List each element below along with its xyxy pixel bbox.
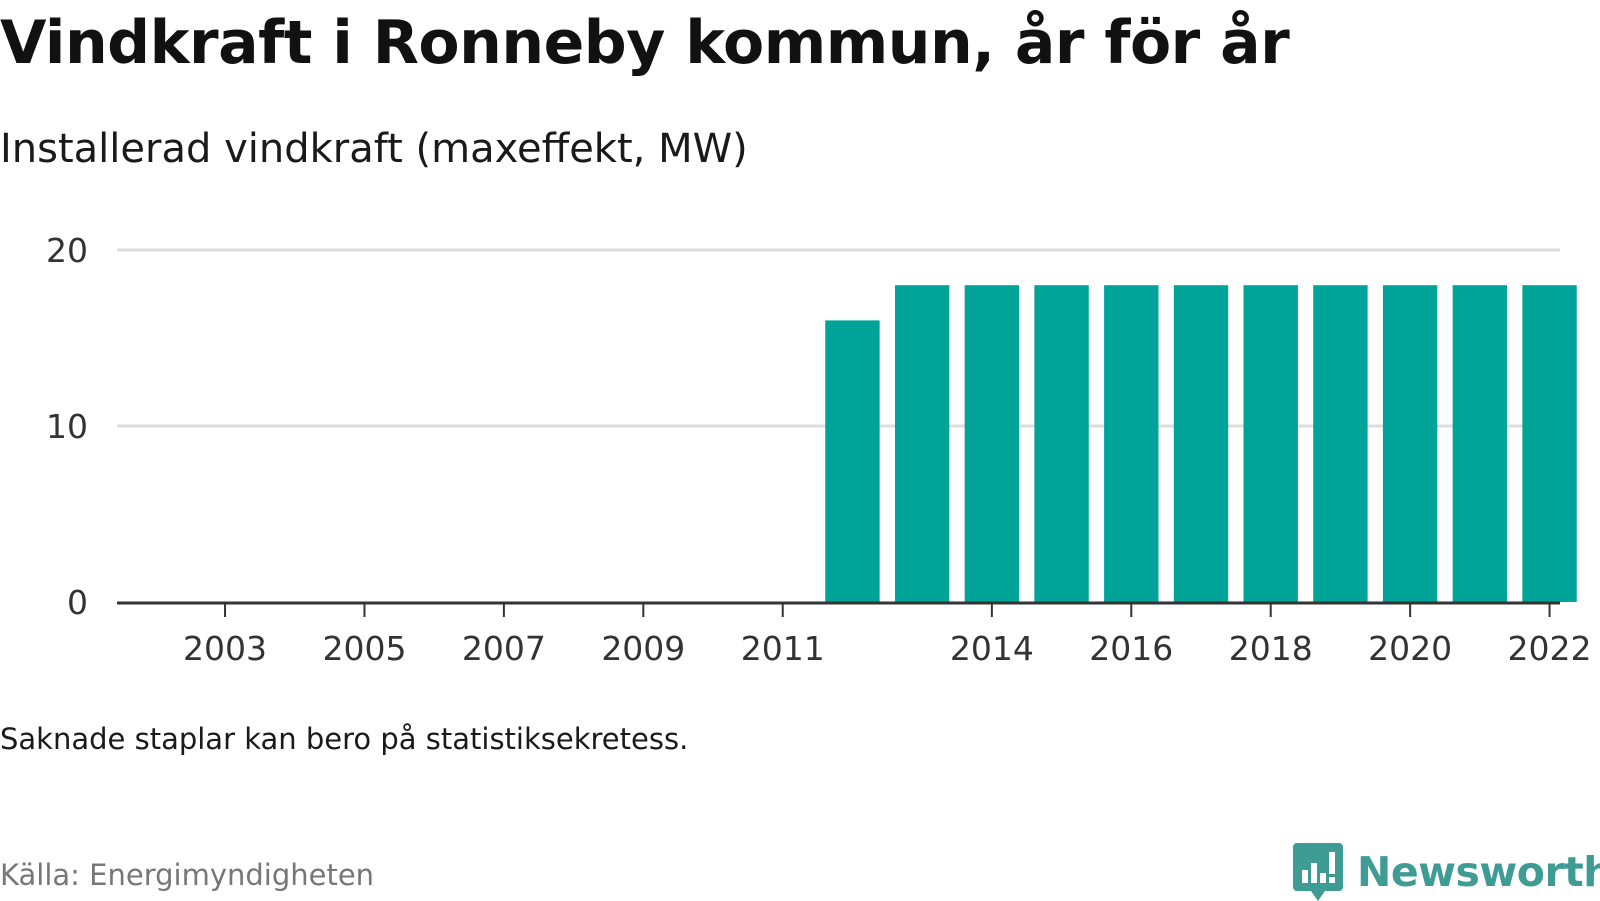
bar (964, 285, 1020, 602)
y-tick-label: 10 (46, 407, 88, 446)
bar (1452, 285, 1508, 602)
bar (825, 320, 880, 602)
x-tick-label: 2018 (1229, 629, 1313, 668)
x-axis (117, 601, 1560, 617)
bar (894, 285, 950, 602)
x-tick-label: 2005 (322, 629, 406, 668)
x-tick-label: 2014 (950, 629, 1034, 668)
x-tick-label: 2003 (183, 629, 267, 668)
y-tick-label: 20 (46, 231, 88, 270)
bars (825, 285, 1577, 602)
y-tick-label: 0 (67, 583, 88, 622)
x-tick-label: 2020 (1368, 629, 1452, 668)
newsworthy-logo-icon (1293, 843, 1343, 901)
bar (1382, 285, 1438, 602)
x-tick-label: 2016 (1089, 629, 1173, 668)
x-tick-label: 2009 (601, 629, 685, 668)
y-axis-labels: 0 10 20 (46, 231, 88, 622)
bar (1243, 285, 1298, 602)
x-axis-labels: 2003 2005 2007 2009 2011 2014 2016 2018 2020 2022 (183, 629, 1591, 668)
x-tick-label: 2011 (741, 629, 825, 668)
bar (1104, 285, 1159, 602)
x-tick-label: 2007 (462, 629, 546, 668)
bar (1034, 285, 1089, 602)
bar (1173, 285, 1229, 602)
footnote: Saknade staplar kan bero på statistiksek… (0, 722, 689, 756)
chart-subtitle: Installerad vindkraft (maxeffekt, MW) (0, 126, 748, 172)
brand-logo[interactable]: Newsworthy (1293, 843, 1600, 901)
bar (1522, 285, 1577, 602)
source-text: Källa: Energimyndigheten (0, 858, 375, 892)
bar (1313, 285, 1368, 602)
x-tick-label: 2022 (1508, 629, 1592, 668)
chart-title: Vindkraft i Ronneby kommun, år för år (0, 8, 1290, 78)
brand-name: Newsworthy (1357, 848, 1600, 896)
